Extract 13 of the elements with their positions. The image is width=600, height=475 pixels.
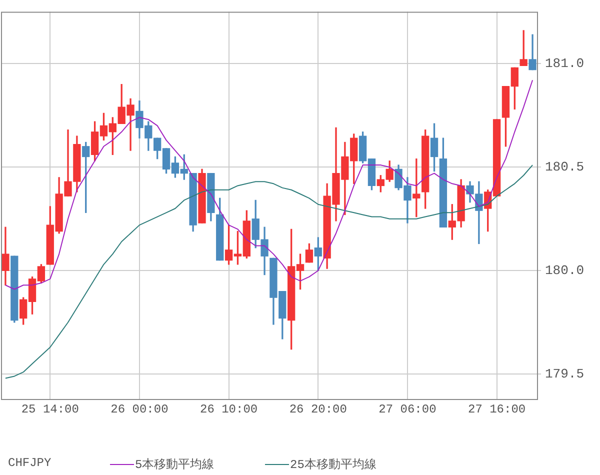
x-tick-label: 27 06:00 [378, 402, 436, 416]
x-tick-label: 26 10:00 [200, 402, 258, 416]
y-tick-label: 181.0 [545, 56, 584, 71]
y-tick-label: 180.5 [545, 160, 584, 175]
y-tick-label: 179.5 [545, 366, 584, 382]
x-tick-label: 26 20:00 [289, 402, 347, 416]
x-tick-label: 26 00:00 [110, 402, 168, 416]
legend-label: 5本移動平均線 [134, 457, 214, 473]
y-tick-label: 180.0 [545, 263, 584, 278]
text: CHFJPY [8, 456, 52, 470]
x-tick-label: 27 16:00 [468, 402, 526, 416]
x-tick-label: 25 14:00 [21, 402, 79, 416]
legend-label: 25本移動平均線 [289, 457, 376, 473]
